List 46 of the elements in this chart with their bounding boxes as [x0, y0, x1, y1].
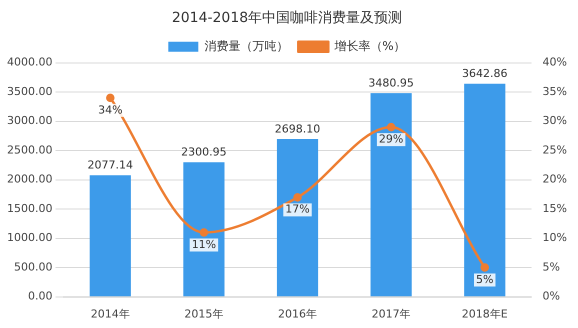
point [386, 122, 396, 132]
x-tick-label: 2015年 [184, 307, 224, 320]
bar [370, 93, 412, 296]
bar [276, 138, 318, 296]
y-tick-label: 2000.00 [6, 172, 52, 186]
legend-label: 增长率（%） [333, 38, 406, 53]
data-label: 34% [98, 103, 123, 116]
data-label: 3480.95 [368, 76, 414, 90]
y2-tick-label: 35% [542, 84, 568, 98]
x-tick-label: 2018年E [462, 307, 508, 320]
y-tick-label: 0.00 [28, 290, 52, 303]
y2-tick-label: 15% [542, 202, 568, 215]
y2-tick-label: 40% [542, 56, 568, 69]
y2-tick-label: 5% [542, 260, 560, 274]
point [480, 263, 489, 272]
x-tick-label: 2016年 [278, 307, 318, 320]
data-label: 2300.95 [181, 146, 227, 159]
y-tick-label: 500.00 [14, 260, 52, 274]
y-tick-label: 3500.00 [6, 84, 52, 98]
point [293, 193, 302, 202]
y2-tick-label: 30% [542, 114, 568, 128]
data-label: 29% [378, 132, 404, 146]
bar [183, 162, 224, 296]
chart-title: 2014-2018年中国咖啡消费量及预测 [172, 10, 402, 26]
x-tick-label: 2014年 [90, 307, 130, 320]
y2-tick-label: 25% [542, 143, 568, 156]
y2-tick-label: 0% [542, 290, 560, 303]
point [200, 228, 208, 237]
point [106, 94, 115, 102]
y-tick-label: 3000.00 [6, 114, 52, 128]
data-label: 2077.14 [88, 158, 134, 172]
y-tick-label: 1500.00 [6, 202, 52, 215]
y-tick-label: 1000.00 [6, 231, 52, 244]
bar [90, 175, 131, 296]
y-tick-label: 4000.00 [6, 56, 52, 69]
data-label: 17% [285, 202, 310, 216]
data-label: 2698.10 [274, 122, 320, 136]
bar [464, 84, 506, 296]
data-label: 5% [476, 272, 494, 286]
data-label: 11% [192, 238, 216, 251]
y-tick-label: 2500.00 [6, 143, 52, 156]
y2-tick-label: 10% [542, 231, 568, 244]
x-tick-label: 2017年 [372, 307, 411, 320]
data-label: 3642.86 [462, 67, 508, 80]
legend-label: 消费量（万吨） [204, 38, 288, 53]
y2-tick-label: 20% [542, 172, 568, 186]
